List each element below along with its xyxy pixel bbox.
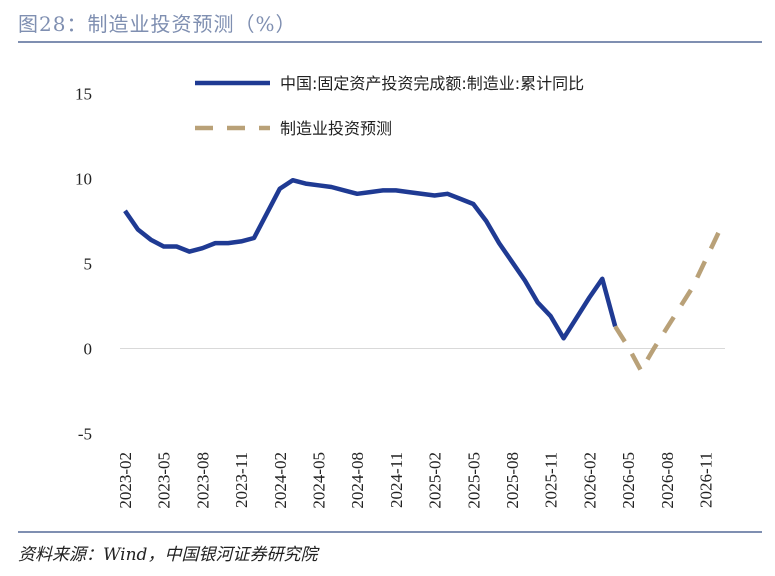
x-tick-label: 2024-08 [348,452,367,509]
x-tick-label: 2025-02 [426,452,445,509]
x-tick-label: 2026-11 [697,452,716,508]
source-note: 资料来源：Wind，中国银河证券研究院 [18,545,318,565]
x-tick-label: 2024-02 [271,452,290,509]
y-tick-label: -5 [78,425,92,444]
x-tick-label: 2023-11 [232,452,251,508]
x-tick-label: 2025-05 [464,452,483,509]
x-tick-label: 2024-05 [310,452,329,509]
x-tick-label: 2025-11 [542,452,561,508]
x-tick-label: 2026-08 [658,452,677,509]
y-tick-label: 0 [84,340,93,359]
bottom-divider [18,531,762,533]
x-tick-label: 2023-02 [116,452,135,509]
legend-label: 制造业投资预测 [280,119,392,138]
x-tick-label: 2023-05 [155,452,174,509]
y-tick-label: 5 [84,255,93,274]
series-line-forecast [613,231,721,373]
x-tick-label: 2026-02 [580,452,599,509]
chart-title: 图28：制造业投资预测（%） [18,12,297,36]
series-line-actual [123,177,618,341]
x-tick-label: 2026-05 [619,452,638,509]
x-tick-label: 2024-11 [387,452,406,508]
x-tick-label: 2023-08 [193,452,212,509]
y-tick-label: 15 [75,85,92,104]
line-chart: 15 10 5 0 -5 2023-02 2023-05 2023-08 2023-11 2024… [75,74,725,509]
legend-label: 中国:固定资产投资完成额:制造业:累计同比 [280,74,584,93]
top-divider [18,41,762,43]
x-tick-label: 2025-08 [503,452,522,509]
y-tick-label: 10 [75,170,92,189]
